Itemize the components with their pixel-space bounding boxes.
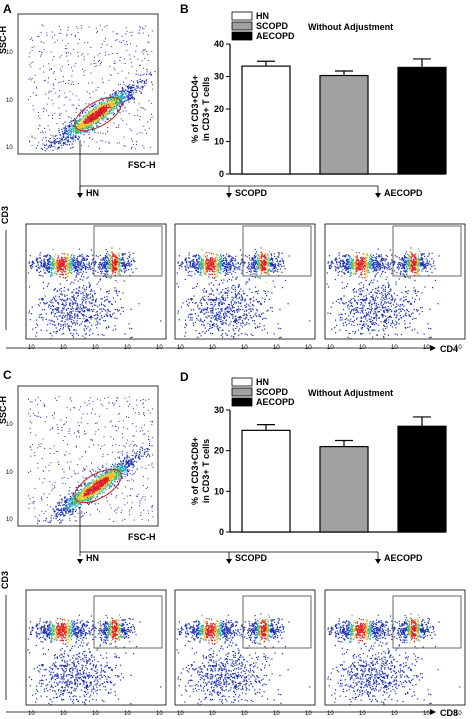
panel-letter-b: B <box>180 2 189 16</box>
gate-tick-label: 10 <box>6 98 13 104</box>
bar-chart-b: 0 10 20 30 40 % of CD3+CD4+ in CD3+ T cells HNS… <box>190 11 447 179</box>
y-tick-label: 0 <box>219 169 224 179</box>
flow-x-tick: 10 <box>28 711 35 717</box>
y-tick-label: 0 <box>219 527 224 537</box>
panel-letter-a: A <box>3 2 12 16</box>
flow-x-tick: 10 <box>156 711 163 717</box>
y-tick-label: 10 <box>214 137 224 147</box>
bar-chart-d: 0 10 20 30 % of CD3+CD8+ in CD3+ T cells HNSCO… <box>190 377 447 537</box>
gating-arrowheads-row-2 <box>77 559 381 564</box>
legend-label: AECOPD <box>256 31 295 41</box>
flow-x-tick: 10 <box>455 711 462 717</box>
y-tick-label: 20 <box>214 104 224 114</box>
gate-tick-label: 10 <box>6 422 13 428</box>
gate-tick-label: 10 <box>6 145 13 151</box>
gate-box <box>93 595 163 649</box>
flow-x-tick: 10 <box>273 711 280 717</box>
y-axis-label-1: % of CD3+CD8+ <box>190 437 200 505</box>
panel-letter-c: C <box>3 368 12 382</box>
legend-label: SCOPD <box>256 21 289 31</box>
legend-swatch <box>231 377 253 387</box>
gate-box <box>392 595 462 649</box>
group-label-aecopd-2: AECOPD <box>384 553 423 563</box>
panel-c-x-label: FSC-H <box>128 532 156 542</box>
flow-row-2: 10 10 10 10 10 10 10 10 10 10 10 10 10 10 10 <box>25 589 466 717</box>
y-tick-label: 20 <box>214 446 224 456</box>
row2-x-axis-label: CD8 <box>440 708 458 718</box>
y-axis-label-2: in CD3+ T cells <box>201 439 211 503</box>
row1-x-axis-label: CD4 <box>440 344 458 354</box>
y-tick-label: 40 <box>214 39 224 49</box>
gate-tick-label: 10 <box>6 50 13 56</box>
flow-x-tick: 10 <box>124 711 131 717</box>
group-label-hn-2: HN <box>86 553 99 563</box>
legend-swatch <box>231 21 253 31</box>
y-tick-label: 30 <box>214 72 224 82</box>
y-tick-label: 30 <box>214 405 224 415</box>
gate-box <box>93 225 163 277</box>
legend-swatch <box>231 397 253 407</box>
flow-plot-frame <box>174 589 316 706</box>
gate-box <box>392 225 462 277</box>
flow-x-tick: 10 <box>327 711 334 717</box>
panel-a-y-label: SSC-H <box>0 26 8 54</box>
flow-x-tick: 10 <box>209 711 216 717</box>
legend-label: HN <box>256 11 269 21</box>
gating-arrows-row-1 <box>79 140 379 196</box>
flow-plot-frame <box>324 223 466 340</box>
flow-row-1: 10 10 10 10 10 10 10 10 10 10 10 10 10 10 10 <box>25 223 466 351</box>
flow-plot-frame <box>25 589 167 706</box>
flow-x-tick: 10 <box>423 711 430 717</box>
gate-box <box>242 595 312 649</box>
annotation-without-adjustment: Without Adjustment <box>308 22 393 32</box>
group-label-scopd-2: SCOPD <box>235 553 268 563</box>
bar-hn <box>241 65 291 175</box>
flow-x-tick: 10 <box>177 711 184 717</box>
row1-y-axis-label: CD3 <box>0 206 10 224</box>
y-tick-label: 10 <box>214 486 224 496</box>
flow-plot-frame <box>174 223 316 340</box>
group-label-aecopd-1: AECOPD <box>384 188 423 198</box>
flow-x-tick: 10 <box>241 711 248 717</box>
legend-label: HN <box>256 377 269 387</box>
y-axis-label-2: in CD3+ T cells <box>201 77 211 141</box>
legend-swatch <box>231 387 253 397</box>
bar-hn <box>241 429 291 533</box>
bar-aecopd <box>397 66 447 175</box>
gate-tick-label: 10 <box>6 470 13 476</box>
flow-x-tick: 10 <box>305 711 312 717</box>
legend-label: AECOPD <box>256 397 295 407</box>
gate-tick-label: 10 <box>6 517 13 523</box>
gate-box <box>242 225 312 277</box>
gating-arrowheads-row-1 <box>77 193 381 198</box>
flow-x-tick: 10 <box>92 711 99 717</box>
group-label-hn-1: HN <box>86 188 99 198</box>
flow-x-tick: 10 <box>60 711 67 717</box>
group-label-scopd-1: SCOPD <box>235 188 268 198</box>
panel-letter-d: D <box>180 370 189 384</box>
bar-scopd <box>319 74 369 175</box>
row2-y-axis-label: CD3 <box>0 571 10 589</box>
flow-x-tick: 10 <box>391 711 398 717</box>
flow-x-tick: 10 <box>359 711 366 717</box>
panel-c-y-label: SSC-H <box>0 396 8 424</box>
flow-plot-frame <box>324 589 466 706</box>
flow-plot-frame <box>25 223 167 340</box>
y-axis-label-1: % of CD3+CD4+ <box>190 75 200 143</box>
flow-x-tick: 10 <box>455 345 462 351</box>
legend-swatch <box>231 31 253 41</box>
scatter-panel-a: 10 10 10 SSC-H FSC-H <box>0 13 159 170</box>
bar-scopd <box>319 446 369 533</box>
bar-aecopd <box>397 425 447 533</box>
scatter-panel-c: 10 10 10 SSC-H FSC-H <box>0 385 159 542</box>
annotation-without-adjustment: Without Adjustment <box>308 388 393 398</box>
legend-label: SCOPD <box>256 387 289 397</box>
legend-swatch <box>231 11 253 21</box>
panel-a-x-label: FSC-H <box>128 160 156 170</box>
